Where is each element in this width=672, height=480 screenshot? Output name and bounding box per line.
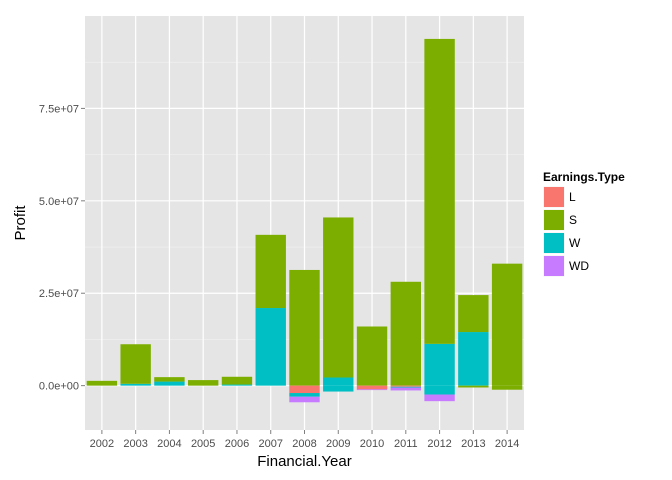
bar-segment-WD [390, 387, 422, 391]
legend-label-W: W [569, 236, 581, 250]
y-tick-label: 5.0e+07 [39, 196, 79, 208]
bar-segment-W [323, 377, 354, 386]
bar-segment-S [491, 385, 523, 390]
x-tick-label: 2004 [157, 438, 181, 450]
x-tick-label: 2012 [427, 438, 451, 450]
bar-segment-S [255, 234, 286, 309]
legend-swatch-W [544, 233, 564, 253]
y-axis-ticks: 0.0e+00 2.5e+07 5.0e+07 7.5e+07 [39, 103, 85, 393]
bar-segment-W [221, 384, 253, 386]
bar-segment-W [424, 385, 455, 395]
legend-swatch-WD [544, 256, 564, 276]
bar-segment-W [424, 343, 455, 386]
x-tick-label: 2002 [90, 438, 114, 450]
x-tick-label: 2010 [360, 438, 384, 450]
y-tick-label: 2.5e+07 [39, 288, 79, 300]
bar-segment-W [120, 383, 151, 386]
x-axis-ticks: 2002 2003 2004 2005 2006 2007 2008 2009 2010 2011… [90, 430, 519, 450]
bar-segment-S [491, 263, 523, 386]
legend: Earnings.Type LSW WD [542, 170, 625, 278]
x-tick-label: 2008 [292, 438, 316, 450]
bar-segment-W [458, 332, 489, 386]
bar-segment-S [289, 269, 320, 386]
bar-segment-S [390, 281, 422, 386]
bar-segment-W [289, 393, 320, 397]
legend-label-L: L [569, 190, 576, 204]
legend-label-WD: WD [569, 259, 589, 273]
x-tick-label: 2009 [326, 438, 350, 450]
y-axis-title: Profit [12, 205, 29, 241]
x-tick-label: 2014 [495, 438, 519, 450]
y-tick-label: 7.5e+07 [39, 103, 79, 115]
bar-segment-S [86, 380, 118, 386]
bar-segment-S [120, 344, 151, 384]
bar-segment-W [390, 386, 422, 388]
bar-segment-L [356, 385, 388, 390]
bar-segment-WD [356, 389, 388, 391]
legend-swatch-L [544, 187, 564, 207]
bar-segment-L [390, 385, 422, 387]
bar-segment-W [323, 385, 354, 392]
x-axis-title: Financial.Year [257, 453, 352, 470]
bar-segment-S [323, 217, 354, 378]
legend-swatch-S [544, 210, 564, 230]
bar-segment-W [255, 308, 286, 386]
x-tick-label: 2005 [191, 438, 215, 450]
bars [86, 38, 523, 403]
bar-segment-S [187, 380, 219, 386]
x-tick-label: 2006 [225, 438, 249, 450]
bar-segment-W [154, 381, 185, 386]
x-tick-label: 2013 [461, 438, 485, 450]
x-tick-label: 2003 [123, 438, 147, 450]
legend-title: Earnings.Type [543, 170, 625, 184]
x-tick-label: 2007 [258, 438, 282, 450]
bar-segment-S [154, 377, 185, 382]
legend-label-S: S [569, 213, 577, 227]
bar-segment-S [458, 385, 489, 388]
bar-segment-S [221, 376, 253, 385]
y-tick-label: 0.0e+00 [39, 381, 79, 393]
bar-segment-S [424, 38, 455, 344]
x-tick-label: 2011 [394, 438, 418, 450]
bar-segment-WD [289, 396, 320, 403]
bar-segment-S [356, 326, 388, 386]
bar-segment-S [458, 295, 489, 333]
bar-segment-L [289, 385, 320, 394]
bar-segment-WD [424, 394, 455, 402]
